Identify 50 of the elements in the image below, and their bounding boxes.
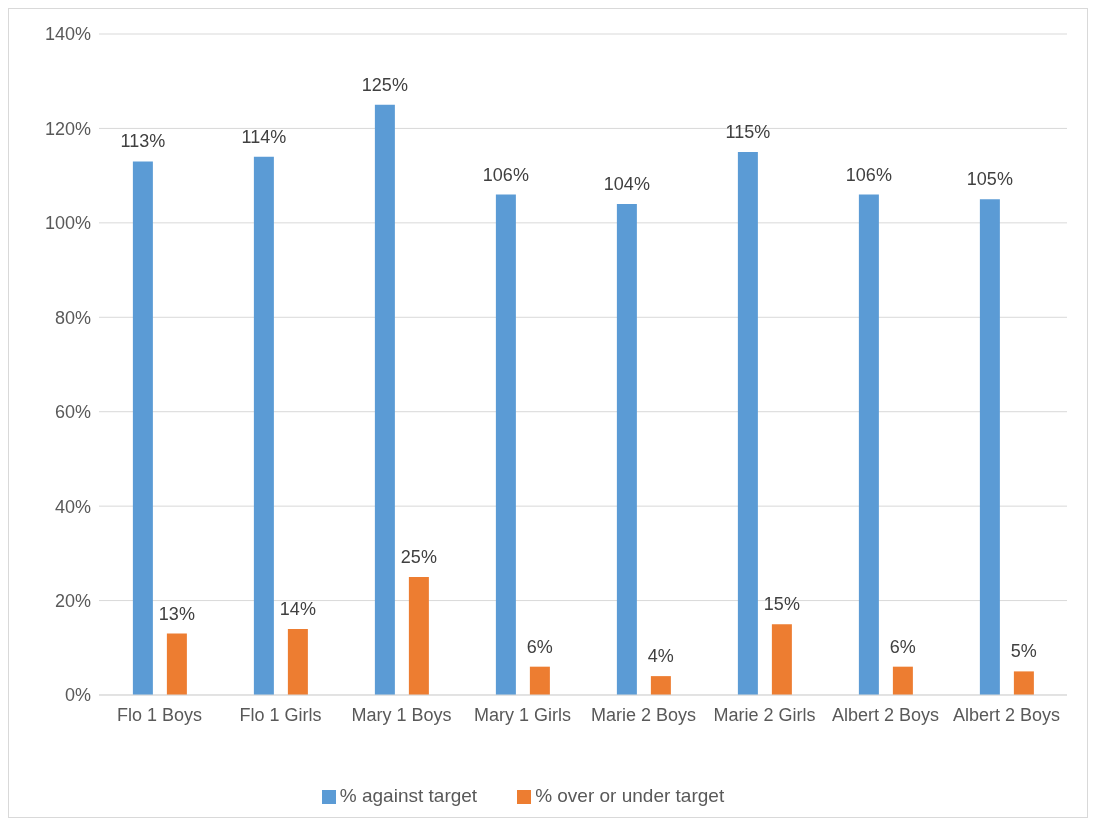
bar [132,161,153,695]
legend-label: % over or under target [535,785,725,806]
data-label: 6% [526,636,553,657]
data-label: 114% [241,126,287,147]
y-tick-label: 20% [54,590,91,611]
bar [979,199,1000,695]
y-tick-label: 100% [44,213,91,234]
legend-label: % against target [339,785,478,806]
data-label: 125% [361,74,408,95]
bar [771,624,792,695]
bar [495,194,516,695]
data-label: 106% [845,164,892,185]
data-label: 4% [647,646,674,667]
x-tick-label: Albert 2 Boys [831,705,940,725]
bar [650,676,671,695]
y-tick-label: 0% [64,685,91,706]
data-label: 105% [966,169,1013,190]
y-tick-label: 40% [54,496,91,517]
data-label: 104% [603,173,650,194]
data-label: 6% [889,636,916,657]
data-label: 113% [120,131,166,152]
x-tick-label: Marie 2 Girls [713,705,816,725]
bar [892,666,913,695]
data-label: 5% [1010,641,1037,662]
bar [529,666,550,695]
bar [253,156,274,695]
data-label: 13% [158,603,195,624]
data-label: 14% [279,598,316,619]
x-tick-label: Flo 1 Girls [239,705,322,725]
bar [616,203,637,695]
x-tick-label: Albert 2 Boys [952,705,1061,725]
bar [737,152,758,695]
y-tick-label: 120% [44,118,91,139]
y-tick-label: 60% [54,402,91,423]
data-label: 25% [400,546,437,567]
bar [408,576,429,695]
bar [1013,671,1034,695]
data-label: 106% [482,164,529,185]
data-label: 115% [725,122,771,143]
data-label: 15% [763,594,800,615]
bar [374,104,395,695]
y-tick-label: 140% [44,24,91,45]
bar [858,194,879,695]
x-tick-label: Marie 2 Boys [590,705,697,725]
x-tick-label: Mary 1 Girls [473,705,572,725]
x-tick-label: Flo 1 Boys [116,705,203,725]
x-tick-label: Mary 1 Boys [351,705,452,725]
y-tick-label: 80% [54,307,91,328]
bar [166,633,187,695]
bar [287,628,308,695]
